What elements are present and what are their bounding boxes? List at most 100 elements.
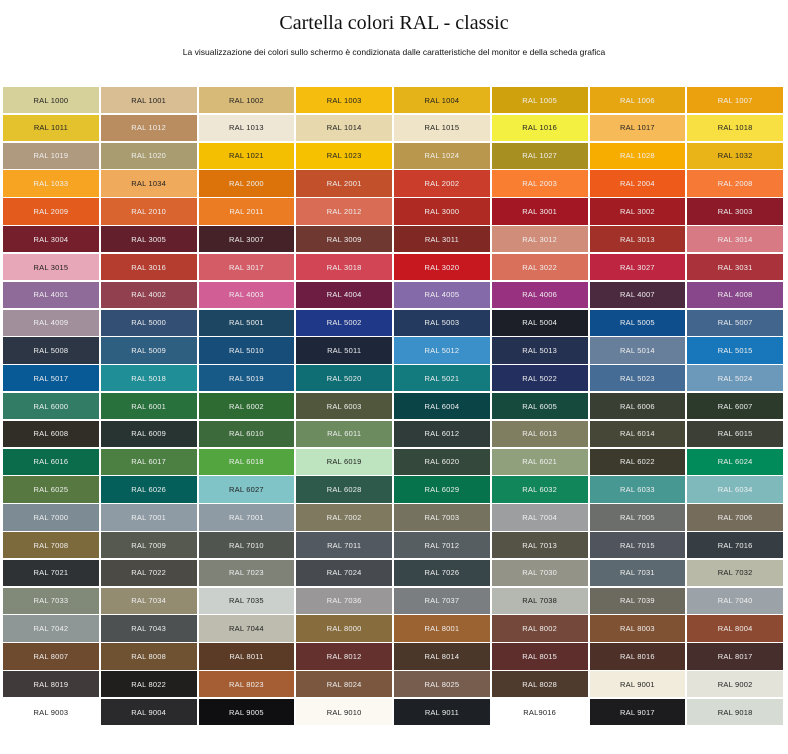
swatch-label: RAL 6019 bbox=[326, 457, 362, 467]
color-swatch: RAL 3003 bbox=[687, 198, 783, 225]
swatch-label: RAL 3017 bbox=[229, 262, 264, 272]
swatch-label: RAL 8000 bbox=[326, 624, 362, 634]
color-swatch: RAL 7010 bbox=[198, 532, 295, 559]
swatch-label: RAL 8014 bbox=[424, 651, 460, 661]
color-swatch: RAL 2009 bbox=[3, 198, 99, 225]
page-title: Cartella colori RAL - classic bbox=[279, 12, 509, 34]
color-swatch: RAL 5023 bbox=[589, 365, 686, 392]
swatch-label: RAL 1013 bbox=[229, 123, 264, 133]
swatch-label: RAL 1003 bbox=[326, 95, 362, 105]
swatch-label: RAL 6011 bbox=[327, 429, 362, 439]
color-swatch: RAL 8012 bbox=[296, 643, 392, 670]
color-swatch: RAL 6011 bbox=[296, 420, 392, 448]
color-swatch: RAL 1034 bbox=[100, 170, 197, 197]
color-swatch: RAL 2012 bbox=[296, 198, 392, 225]
color-swatch: RAL 8011 bbox=[198, 643, 295, 670]
swatch-label: RAL 3002 bbox=[620, 206, 655, 216]
color-swatch: RAL 6025 bbox=[3, 476, 99, 503]
color-swatch: RAL 3013 bbox=[589, 226, 686, 253]
swatch-label: RAL 3005 bbox=[131, 234, 166, 244]
color-swatch: RAL 3004 bbox=[3, 226, 99, 253]
swatch-label: RAL 4004 bbox=[326, 290, 362, 300]
swatch-label: RAL 8019 bbox=[33, 679, 69, 689]
color-swatch: RAL 4009 bbox=[3, 309, 99, 336]
swatch-label: RAL 5003 bbox=[424, 318, 460, 328]
color-swatch: RAL 2004 bbox=[589, 170, 686, 197]
color-swatch: RAL 1017 bbox=[589, 114, 686, 142]
color-swatch: RAL 1003 bbox=[296, 87, 392, 114]
swatch-label: RAL 7016 bbox=[717, 540, 753, 550]
color-swatch: RAL 4003 bbox=[198, 281, 295, 308]
swatch-label: RAL 5013 bbox=[522, 345, 557, 355]
swatch-label: RAL 1016 bbox=[522, 123, 557, 133]
swatch-label: RAL 9001 bbox=[620, 679, 655, 689]
swatch-label: RAL 1000 bbox=[33, 95, 69, 105]
color-swatch: RAL 8025 bbox=[394, 671, 490, 698]
swatch-label: RAL 7038 bbox=[522, 596, 557, 606]
color-swatch: RAL 3000 bbox=[394, 198, 490, 225]
swatch-label: RAL 6007 bbox=[717, 401, 753, 411]
color-swatch: RAL 4008 bbox=[687, 281, 783, 308]
color-swatch: RAL 1007 bbox=[687, 87, 783, 114]
swatch-label: RAL 4006 bbox=[522, 290, 557, 300]
color-swatch: RAL 3005 bbox=[100, 226, 197, 253]
color-swatch: RAL 6006 bbox=[589, 392, 686, 420]
swatch-label: RAL 3000 bbox=[424, 206, 460, 216]
color-swatch: RAL 1016 bbox=[491, 114, 588, 142]
color-swatch: RAL 8003 bbox=[589, 615, 686, 642]
color-swatch: RAL 1033 bbox=[3, 170, 99, 197]
color-swatch: RAL 4004 bbox=[296, 281, 392, 308]
swatch-label: RAL 8028 bbox=[522, 679, 557, 689]
swatch-label: RAL 6029 bbox=[424, 485, 460, 495]
swatch-label: RAL 7043 bbox=[131, 624, 166, 634]
swatch-label: RAL 6002 bbox=[229, 401, 264, 411]
color-swatch: RAL 2002 bbox=[394, 170, 490, 197]
swatch-label: RAL 2009 bbox=[33, 206, 69, 216]
swatch-label: RAL 1027 bbox=[522, 151, 557, 161]
color-swatch: RAL 3014 bbox=[687, 226, 783, 253]
swatch-label: RAL 8022 bbox=[131, 679, 166, 689]
swatch-label: RAL 2002 bbox=[424, 179, 460, 189]
swatch-label: RAL 5009 bbox=[131, 345, 166, 355]
color-swatch: RAL 6024 bbox=[687, 448, 783, 475]
color-swatch: RAL 7042 bbox=[3, 615, 99, 642]
color-swatch: RAL 3015 bbox=[3, 253, 99, 281]
color-swatch: RAL 9011 bbox=[394, 698, 490, 726]
color-swatch: RAL 6019 bbox=[296, 448, 392, 475]
swatch-label: RAL 7003 bbox=[424, 512, 460, 522]
color-swatch: RAL 7026 bbox=[394, 559, 490, 587]
swatch-label: RAL 8012 bbox=[326, 651, 362, 661]
color-swatch: RAL 1005 bbox=[491, 87, 588, 114]
swatch-label: RAL 7004 bbox=[522, 512, 557, 522]
swatch-label: RAL 6021 bbox=[522, 457, 557, 467]
color-swatch: RAL 7002 bbox=[296, 504, 392, 531]
swatch-label: RAL 6008 bbox=[33, 429, 69, 439]
color-swatch: RAL 1013 bbox=[198, 114, 295, 142]
color-swatch: RAL 5008 bbox=[3, 337, 99, 364]
swatch-label: RAL 6003 bbox=[326, 401, 362, 411]
swatch-label: RAL 1021 bbox=[229, 151, 264, 161]
color-swatch: RAL 5011 bbox=[296, 337, 392, 364]
swatch-label: RAL 5015 bbox=[717, 345, 753, 355]
swatch-label: RAL 6010 bbox=[229, 429, 264, 439]
swatch-label: RAL 4005 bbox=[424, 290, 460, 300]
swatch-label: RAL 8002 bbox=[522, 624, 557, 634]
color-swatch: RAL 5004 bbox=[491, 309, 588, 336]
color-swatch: RAL 6022 bbox=[589, 448, 686, 475]
color-swatch: RAL 7005 bbox=[589, 504, 686, 531]
swatch-label: RAL 3007 bbox=[229, 234, 264, 244]
color-swatch: RAL 7012 bbox=[394, 532, 490, 559]
color-swatch: RAL 7043 bbox=[100, 615, 197, 642]
swatch-label: RAL 1024 bbox=[424, 151, 460, 161]
swatch-label: RAL 9002 bbox=[717, 679, 753, 689]
color-swatch: RAL 4007 bbox=[589, 281, 686, 308]
color-swatch: RAL 3027 bbox=[589, 253, 686, 281]
color-swatch: RAL 6003 bbox=[296, 392, 392, 420]
swatch-label: RAL 2003 bbox=[522, 179, 557, 189]
swatch-label: RAL 8016 bbox=[620, 651, 655, 661]
swatch-label: RAL 8024 bbox=[326, 679, 362, 689]
swatch-label: RAL 7009 bbox=[131, 540, 166, 550]
swatch-label: RAL 8011 bbox=[229, 651, 264, 661]
swatch-label: RAL 5021 bbox=[424, 373, 460, 383]
color-swatch: RAL 8002 bbox=[491, 615, 588, 642]
